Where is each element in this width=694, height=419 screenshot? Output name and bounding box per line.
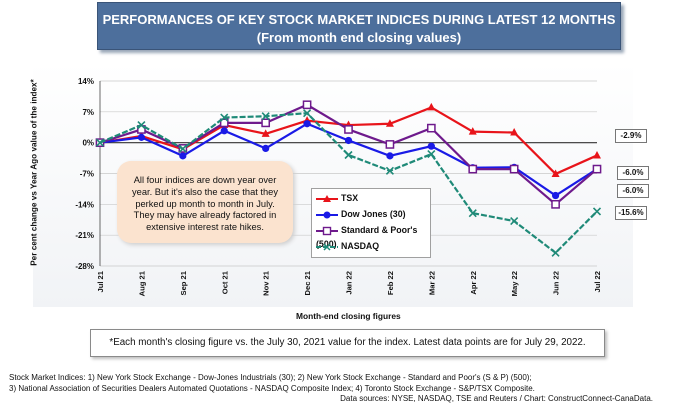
end-value-label-tsx: -2.9% (615, 129, 647, 143)
legend-label: NASDAQ (341, 241, 380, 251)
data-point-nasdaq (261, 112, 270, 121)
y-tick-label: -14% (75, 200, 94, 209)
callout-line: All four indices are down year over (133, 175, 277, 185)
chart-title: PERFORMANCES OF KEY STOCK MARKET INDICES… (102, 12, 616, 27)
x-tick-label: Aug 21 (137, 270, 146, 296)
legend-label: Standard & Poor's (500) (316, 225, 418, 249)
data-point-nasdaq (551, 248, 560, 257)
footnote: *Each month's closing figure vs. the Jul… (90, 329, 605, 357)
y-axis-label: Per cent change vs Year Ago value of the… (29, 79, 39, 266)
data-point-sp500 (592, 164, 602, 174)
x-tick-label: Mar 22 (427, 271, 436, 295)
data-point-nasdaq (427, 150, 436, 159)
data-point-nasdaq (220, 113, 229, 122)
data-point-sp500 (468, 164, 478, 174)
x-axis-label: Month-end closing figures (296, 311, 401, 321)
chart-subtitle: (From month end closing values) (256, 30, 462, 45)
data-point-tsx (261, 129, 270, 137)
data-point-tsx (468, 127, 477, 135)
notes-line: Stock Market Indices: 1) New York Stock … (9, 373, 532, 382)
data-point-tsx (427, 102, 436, 111)
notes-line: 3) National Association of Securities De… (9, 383, 535, 393)
data-point-sp500 (426, 123, 436, 133)
y-tick-label: -28% (75, 262, 94, 271)
data-point-sp500 (551, 199, 560, 209)
callout-line: They may have already factored in (133, 210, 277, 221)
data-point-dow (551, 191, 560, 200)
callout-line: extensive interest rate hikes. (146, 222, 264, 233)
y-tick-label: 14% (78, 77, 94, 86)
legend-x-icon (316, 243, 338, 251)
legend-entry-nasdaq: NASDAQ (316, 239, 379, 253)
data-point-sp500 (261, 118, 271, 128)
data-point-dow (179, 152, 187, 160)
callout-line: perked up month to month in July. (135, 198, 275, 209)
chart-legend: TSX Dow Jones (30) Standard & Poor's (50… (311, 188, 431, 258)
x-tick-label: Oct 21 (220, 270, 229, 294)
data-point-nasdaq (303, 109, 312, 118)
data-point-nasdaq (510, 217, 519, 226)
data-point-tsx (510, 128, 519, 136)
x-tick-label: Apr 22 (469, 271, 478, 295)
data-point-nasdaq (592, 207, 602, 216)
x-tick-label: Dec 21 (303, 270, 312, 295)
data-point-dow (262, 144, 270, 152)
x-tick-label: Jul 21 (96, 270, 105, 292)
x-tick-label: Jun 22 (552, 271, 561, 295)
data-point-sp500 (302, 100, 312, 110)
y-tick-label: 7% (82, 108, 94, 117)
x-tick-label: Nov 21 (262, 270, 271, 296)
data-point-dow (137, 133, 146, 141)
data-point-tsx (593, 150, 601, 159)
x-tick-label: Feb 22 (386, 271, 395, 295)
data-point-dow (220, 127, 228, 135)
data-point-nasdaq (178, 144, 187, 153)
legend-entry-dow-jones: Dow Jones (30) (316, 207, 406, 221)
y-tick-label: -21% (75, 231, 94, 240)
legend-entry-sp500: Standard & Poor's (500) (316, 223, 430, 249)
end-value-label-dow: -6.0% (617, 166, 649, 180)
legend-circle-icon (316, 211, 338, 219)
legend-square-icon (316, 226, 338, 235)
legend-triangle-icon (316, 194, 338, 202)
end-value-label-sp500: -6.0% (617, 184, 649, 198)
y-tick-label: 0% (82, 139, 94, 148)
data-point-nasdaq (95, 138, 105, 147)
legend-label: TSX (341, 193, 359, 203)
data-point-nasdaq (344, 150, 353, 160)
end-value-label-nasdaq: -15.6% (615, 206, 647, 220)
x-tick-label: Sep 21 (179, 270, 188, 295)
data-sources: Data sources: NYSE, NASDAQ, TSE and Reut… (340, 394, 653, 404)
legend-entry-tsx: TSX (316, 191, 358, 205)
data-point-dow (344, 136, 353, 145)
chart-title-box: PERFORMANCES OF KEY STOCK MARKET INDICES… (97, 2, 621, 50)
callout-line: year. But it's also the case that they (132, 186, 278, 197)
data-point-tsx (385, 119, 394, 127)
legend-label: Dow Jones (30) (341, 209, 406, 219)
data-point-dow (427, 142, 435, 150)
annotation-callout: All four indices are down year over year… (117, 161, 293, 243)
data-point-sp500 (219, 118, 229, 128)
x-tick-label: Jan 22 (345, 271, 354, 295)
data-point-nasdaq (137, 120, 146, 130)
data-point-sp500 (509, 164, 519, 174)
x-tick-label: May 22 (510, 271, 519, 296)
source-notes: Stock Market Indices: 1) New York Stock … (9, 373, 689, 405)
x-tick-label: Jul 22 (593, 271, 602, 293)
data-point-nasdaq (468, 209, 477, 218)
data-point-sp500 (385, 140, 395, 149)
y-tick-label: -7% (80, 170, 94, 179)
data-point-dow (386, 152, 394, 160)
data-point-tsx (551, 169, 560, 177)
data-point-sp500 (344, 125, 353, 134)
data-point-dow (303, 120, 311, 128)
data-point-nasdaq (385, 166, 394, 175)
